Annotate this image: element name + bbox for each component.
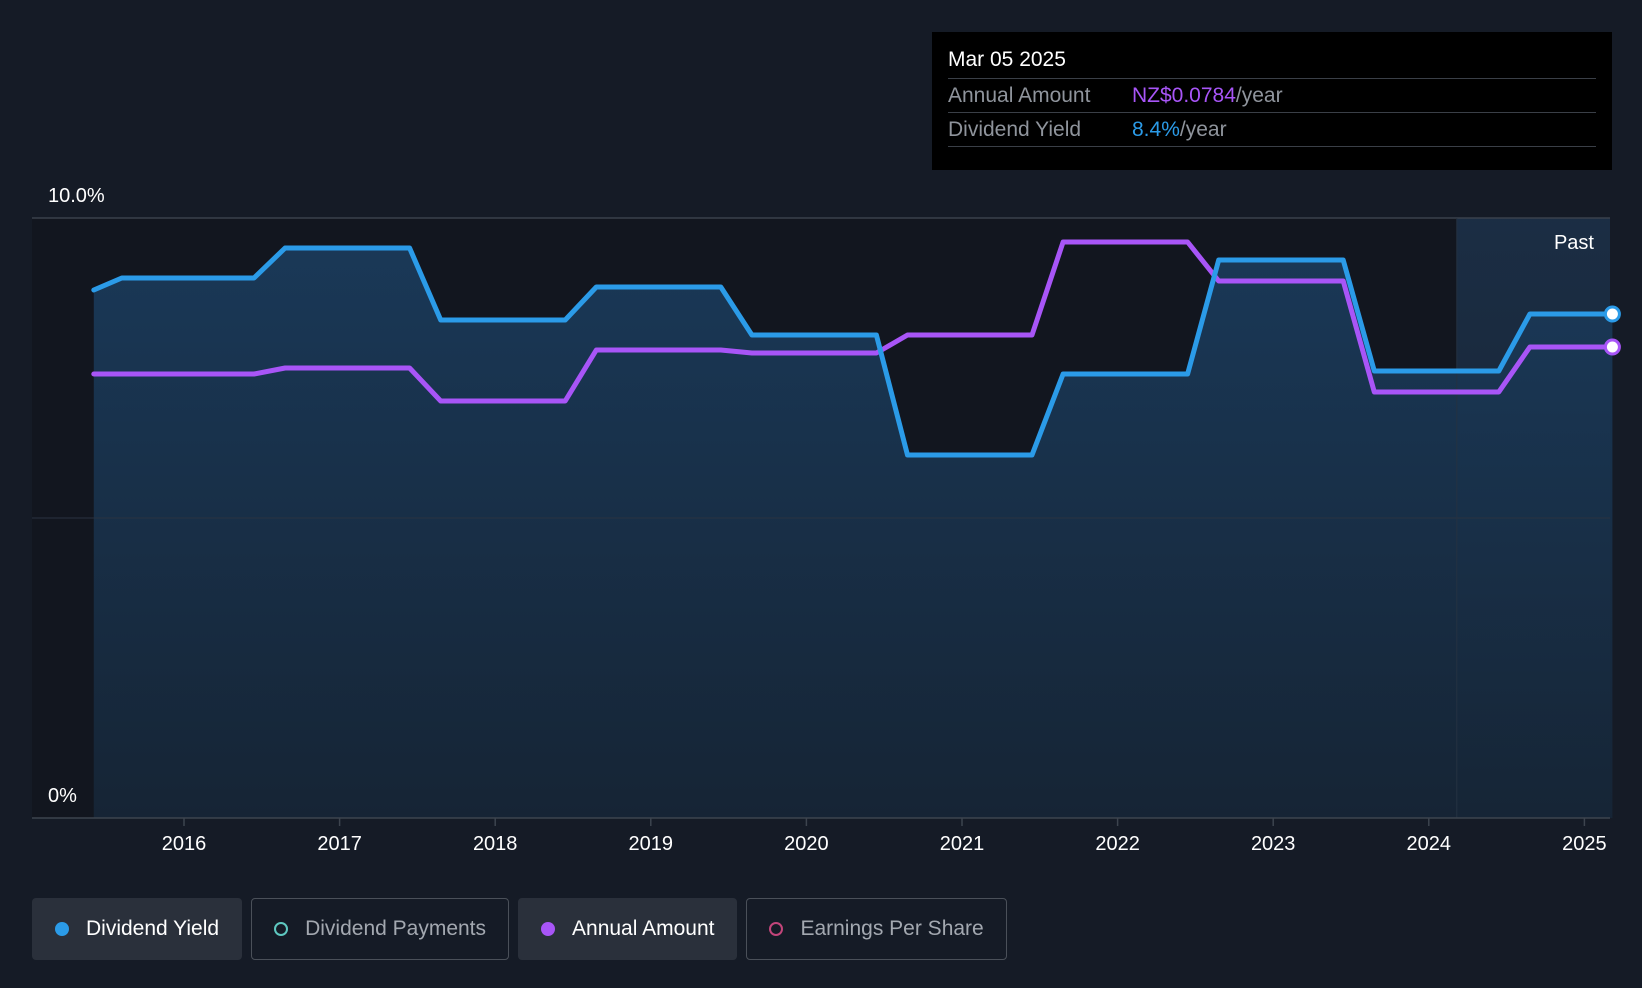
legend-dot-icon — [769, 922, 784, 936]
series-area-0 — [93, 248, 1613, 818]
legend-label: Earnings Per Share — [800, 917, 984, 940]
legend-earnings-per-share-button[interactable]: Earnings Per Share — [746, 898, 1007, 960]
legend-label: Dividend Payments — [305, 917, 487, 940]
series-line-dividend-yield — [91, 245, 1615, 458]
x-tick-label-2018: 2018 — [473, 833, 518, 855]
endpoint-marker-annual-amount — [1603, 338, 1621, 356]
y-axis-min-label: 0% — [48, 785, 77, 807]
legend-label: Annual Amount — [572, 917, 715, 940]
tooltip-annual-amount-value: NZ$0.0784 — [1132, 84, 1236, 107]
endpoint-marker-dividend-yield — [1603, 305, 1621, 323]
tooltip-dividend-yield-unit: /year — [1179, 118, 1227, 141]
tooltip-row-dividend-yield: Dividend Yield 8.4% /year — [948, 113, 1596, 147]
legend-annual-amount-button[interactable]: Annual Amount — [518, 898, 738, 960]
legend-dividend-yield-button[interactable]: Dividend Yield — [32, 898, 243, 960]
y-axis-max-label: 10.0% — [48, 185, 105, 207]
x-tick-label-2023: 2023 — [1251, 833, 1296, 855]
tooltip-date: Mar 05 2025 — [948, 46, 1596, 79]
legend-dot-icon — [541, 922, 556, 936]
legend: Dividend Yield Dividend Payments Annual … — [32, 898, 1007, 960]
x-tick-label-2020: 2020 — [784, 833, 829, 855]
legend-dot-icon — [274, 922, 289, 936]
tooltip: Mar 05 2025 Annual Amount NZ$0.0784 /yea… — [932, 32, 1612, 170]
series-line-annual-amount — [91, 239, 1615, 404]
past-label: Past — [1554, 232, 1594, 254]
x-tick-label-2016: 2016 — [162, 833, 207, 855]
tooltip-row-annual-amount: Annual Amount NZ$0.0784 /year — [948, 79, 1596, 113]
x-tick-label-2021: 2021 — [940, 833, 985, 855]
x-tick-label-2017: 2017 — [317, 833, 362, 855]
tooltip-annual-amount-unit: /year — [1235, 84, 1283, 107]
x-tick-label-2025: 2025 — [1562, 833, 1607, 855]
legend-dividend-payments-button[interactable]: Dividend Payments — [251, 898, 510, 960]
legend-label: Dividend Yield — [86, 917, 220, 940]
tooltip-dividend-yield-label: Dividend Yield — [948, 118, 1082, 141]
tooltip-dividend-yield-value: 8.4% — [1132, 118, 1180, 141]
x-tick-label-2024: 2024 — [1407, 833, 1452, 855]
x-tick-label-2022: 2022 — [1095, 833, 1140, 855]
legend-dot-icon — [55, 922, 69, 936]
tooltip-annual-amount-label: Annual Amount — [948, 84, 1091, 107]
x-tick-label-2019: 2019 — [629, 833, 674, 855]
